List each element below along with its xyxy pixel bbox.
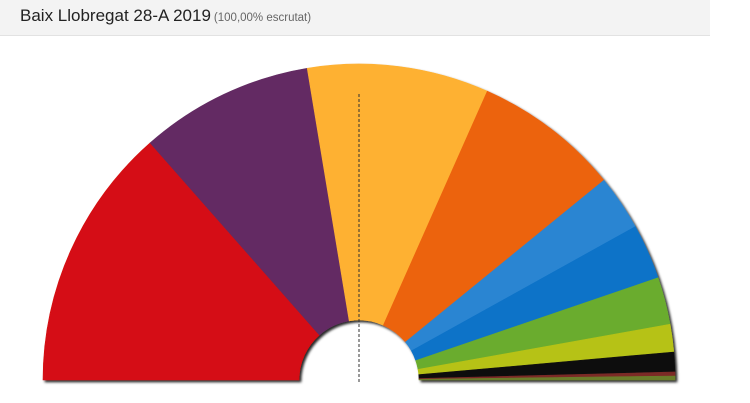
- hemicycle-slice-11: [418, 375, 676, 381]
- hemicycle-slice-3: [306, 63, 488, 326]
- chart-title: Baix Llobregat 28-A 2019: [20, 6, 211, 25]
- hemicycle-slice-2: [149, 67, 350, 336]
- hemicycle-slice-4: [382, 90, 605, 343]
- hemicycle-slice-1: [42, 142, 320, 381]
- chart-title-row: Baix Llobregat 28-A 2019 (100,00% escruta…: [20, 6, 311, 26]
- chart-header: Baix Llobregat 28-A 2019 (100,00% escruta…: [0, 0, 710, 36]
- chart-subtitle: (100,00% escrutat): [213, 12, 312, 24]
